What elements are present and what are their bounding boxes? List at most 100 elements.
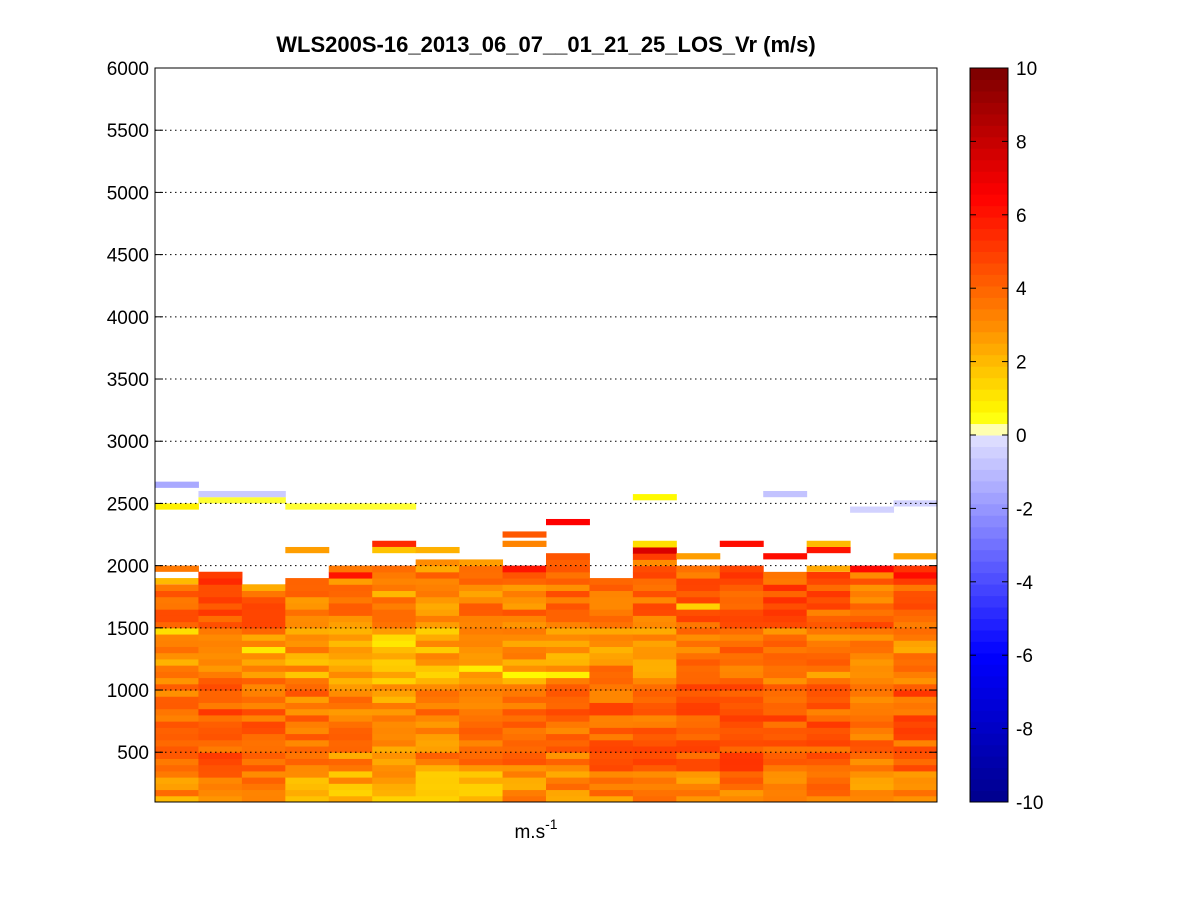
heatmap-cell [502, 565, 547, 573]
heatmap-cell [372, 733, 417, 741]
heatmap-cell [372, 634, 417, 641]
heatmap-cell [415, 590, 460, 598]
heatmap-cell [372, 609, 417, 616]
y-tick-label: 3000 [107, 432, 149, 453]
heatmap-cell [415, 690, 460, 697]
heatmap-cell [155, 746, 199, 753]
heatmap-cell [372, 783, 417, 791]
colorbar-band [970, 400, 1008, 413]
heatmap-cell [589, 739, 634, 747]
colorbar-band [970, 675, 1008, 688]
heatmap-cell [241, 671, 286, 679]
y-tick-label: 6000 [107, 59, 149, 80]
heatmap-cell [632, 752, 677, 759]
heatmap-cell [285, 634, 330, 641]
heatmap-cell [328, 578, 373, 585]
heatmap-cell [850, 789, 895, 797]
heatmap-cell [241, 708, 286, 716]
heatmap-cell [241, 777, 286, 784]
heatmap-cell [285, 764, 330, 772]
y-tick-label: 5000 [107, 183, 149, 204]
heatmap-cell [676, 746, 721, 753]
heatmap-cell [415, 565, 460, 573]
plot-frame [154, 67, 938, 803]
heatmap-cell [719, 634, 764, 641]
heatmap-cell [198, 634, 243, 641]
heatmap-cell [241, 752, 286, 759]
heatmap-cell [285, 783, 330, 791]
heatmap-cell [546, 578, 590, 585]
heatmap-cell [502, 683, 547, 691]
heatmap-cell [806, 615, 851, 623]
heatmap-cell [415, 683, 460, 691]
x-axis-label-superscript: -1 [545, 816, 558, 832]
heatmap-cell [415, 571, 460, 579]
heatmap-cell [719, 696, 764, 703]
heatmap-cell [241, 714, 286, 722]
heatmap-cell [546, 777, 590, 784]
heatmap-cell [632, 671, 677, 679]
heatmap-cell [806, 546, 851, 554]
heatmap-cell [198, 758, 243, 766]
heatmap-cell [502, 571, 547, 579]
heatmap-cell [632, 708, 677, 716]
heatmap-cell [546, 714, 590, 722]
heatmap-cell [719, 540, 764, 547]
heatmap-cell [372, 621, 417, 629]
heatmap-cell [372, 578, 417, 585]
heatmap-cell [155, 770, 199, 778]
heatmap-cell [502, 677, 547, 685]
heatmap-cell [285, 590, 330, 598]
heatmap-cell [850, 739, 895, 747]
heatmap-cell [155, 578, 199, 585]
heatmap-cell [415, 665, 460, 672]
heatmap-cell [198, 658, 243, 666]
heatmap-cell [632, 758, 677, 766]
heatmap-cell [155, 503, 199, 510]
heatmap-cell [719, 584, 764, 592]
heatmap-cell [589, 665, 634, 672]
heatmap-cell [241, 665, 286, 672]
heatmap-cell [763, 671, 808, 679]
heatmap-cell [241, 602, 286, 610]
heatmap-cell [589, 714, 634, 722]
heatmap-cell [546, 518, 590, 526]
heatmap-cell [459, 783, 504, 791]
heatmap-cell [328, 584, 373, 592]
heatmap-cell [155, 596, 199, 604]
heatmap-cell [676, 696, 721, 703]
colorbar-band [970, 687, 1008, 700]
heatmap-cell [632, 683, 677, 691]
heatmap-cell [415, 640, 460, 647]
heatmap-cell [459, 646, 504, 654]
colorbar-band [970, 698, 1008, 711]
heatmap-cell [285, 696, 330, 703]
heatmap-cell [285, 789, 330, 797]
heatmap-cell [632, 652, 677, 660]
heatmap-cell [502, 602, 547, 610]
colorbar-tick-label: -10 [1016, 793, 1043, 814]
heatmap-cell [459, 770, 504, 778]
heatmap-cell [806, 683, 851, 691]
heatmap-cell [328, 634, 373, 641]
heatmap-cell [676, 671, 721, 679]
heatmap-cell [806, 571, 851, 579]
colorbar-band [970, 182, 1008, 195]
heatmap-cell [719, 571, 764, 579]
heatmap-cell [806, 634, 851, 641]
colorbar-band [970, 790, 1008, 803]
colorbar-band [970, 194, 1008, 207]
heatmap-cell [155, 733, 199, 741]
heatmap-cell [459, 690, 504, 697]
colorbar-tick-label: 0 [1016, 426, 1027, 447]
heatmap-cell [459, 658, 504, 666]
heatmap-cell [328, 615, 373, 623]
heatmap-cell [589, 770, 634, 778]
heatmap-cell [415, 764, 460, 772]
heatmap-cell [372, 671, 417, 679]
heatmap-cell [241, 789, 286, 797]
heatmap-cell [589, 764, 634, 772]
heatmap-cell [546, 677, 590, 685]
heatmap-cell [415, 770, 460, 778]
heatmap-cell [719, 739, 764, 747]
